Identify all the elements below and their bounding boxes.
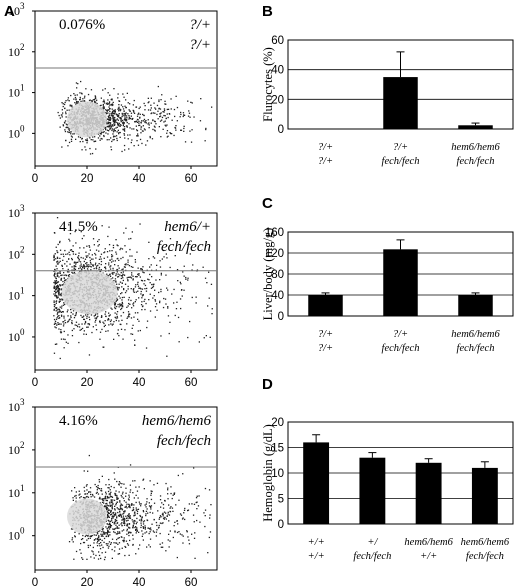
category-label-line1: ?/+ xyxy=(393,142,408,153)
category-label-line2: +/+ xyxy=(308,551,325,562)
y-tick-label: 0 xyxy=(278,124,284,136)
chart-frame xyxy=(287,421,514,525)
category-label-line2: fech/fech xyxy=(382,343,420,354)
category-label-line1: +/+ xyxy=(308,537,325,548)
y-axis-label: Liver/body (mg/g) xyxy=(261,228,275,321)
y-tick-label: 160 xyxy=(265,227,284,239)
flow-y-tick-label: 103 xyxy=(8,1,25,18)
flow-x-tick-label: 60 xyxy=(185,377,198,389)
flow-x-tick-label: 0 xyxy=(32,577,38,587)
flow-frame xyxy=(34,212,218,371)
flow-x-tick-label: 60 xyxy=(185,577,198,587)
bar xyxy=(383,77,418,129)
bar xyxy=(415,462,442,524)
y-tick-label: 0 xyxy=(278,311,284,323)
y-tick-label: 0 xyxy=(278,519,284,531)
y-axis-label: Hemoglobin (g/dL) xyxy=(261,424,275,522)
category-label-line1: ?/+ xyxy=(393,329,408,340)
bar xyxy=(458,295,493,316)
flow-cytometry-plots: 100 101 102 103 0 20 40 60 0.076% ?/+ ?/+ 100 101 102… xyxy=(8,1,218,587)
category-label-line1: hem6/hem6 xyxy=(461,537,510,548)
category-label-line2: ?/+ xyxy=(318,156,333,167)
flow-x-tick-label: 0 xyxy=(32,173,38,185)
flow-percent: 4.16% xyxy=(59,413,98,429)
y-axis-label: Flurocytes (%) xyxy=(261,47,275,122)
flow-plot-2: 100 101 102 103 0 20 40 60 41.5% hem6/+ fech/fech xyxy=(8,203,218,389)
flow-percent: 0.076% xyxy=(59,17,105,33)
category-label-line1: +/ xyxy=(367,537,378,548)
y-tick-label: 20 xyxy=(271,417,284,429)
flow-x-tick-label: 0 xyxy=(32,377,38,389)
category-label-line1: hem6/hem6 xyxy=(451,329,500,340)
flow-x-tick-label: 20 xyxy=(81,577,94,587)
flow-x-tick-label: 40 xyxy=(133,577,146,587)
flow-y-tick-label: 101 xyxy=(8,483,25,500)
flow-genotype-line1: hem6/+ xyxy=(164,219,211,235)
flow-y-tick-label: 100 xyxy=(8,526,25,543)
y-tick-label: 60 xyxy=(271,35,284,47)
flow-genotype-line2: fech/fech xyxy=(157,239,211,255)
category-label-line1: hem6/hem6 xyxy=(404,537,453,548)
flow-genotype-line1: ?/+ xyxy=(189,17,211,33)
flow-y-tick-label: 102 xyxy=(8,440,25,457)
panel-letter-d: D xyxy=(262,376,273,393)
bar xyxy=(308,295,343,316)
category-label-line2: fech/fech xyxy=(457,156,495,167)
bar xyxy=(458,125,493,129)
flow-y-tick-label: 101 xyxy=(8,83,25,100)
panel-letter-b: B xyxy=(262,3,273,20)
y-tick-label: 120 xyxy=(265,248,284,260)
y-tick-label: 10 xyxy=(271,468,284,480)
flow-y-tick-label: 102 xyxy=(8,42,25,59)
flow-genotype-line2: ?/+ xyxy=(189,37,211,53)
category-label-line1: ?/+ xyxy=(318,329,333,340)
category-label-line2: ?/+ xyxy=(318,343,333,354)
category-label-line2: +/+ xyxy=(420,551,437,562)
flow-percent: 41.5% xyxy=(59,219,98,235)
flow-density-core xyxy=(67,498,107,535)
panel-letter-a: A xyxy=(4,3,15,20)
bar xyxy=(303,442,330,524)
flow-y-tick-label: 102 xyxy=(8,244,25,261)
flow-x-tick-label: 40 xyxy=(133,377,146,389)
flow-plot-1: 100 101 102 103 0 20 40 60 0.076% ?/+ ?/+ xyxy=(8,1,218,185)
category-label-line2: fech/fech xyxy=(353,551,391,562)
y-tick-label: 20 xyxy=(271,94,284,106)
flow-x-tick-label: 20 xyxy=(81,173,94,185)
flow-x-tick-label: 60 xyxy=(185,173,198,185)
flow-y-tick-label: 103 xyxy=(8,203,25,220)
flow-y-tick-label: 103 xyxy=(8,397,25,414)
category-label-line1: ?/+ xyxy=(318,142,333,153)
y-tick-label: 40 xyxy=(271,290,284,302)
flow-density-core xyxy=(61,270,118,315)
bar xyxy=(359,457,386,524)
flow-frame xyxy=(34,10,218,167)
flow-x-tick-label: 20 xyxy=(81,377,94,389)
flow-y-tick-label: 101 xyxy=(8,286,25,303)
category-label-line2: fech/fech xyxy=(466,551,504,562)
category-label-line2: fech/fech xyxy=(382,156,420,167)
flow-frame xyxy=(34,406,218,571)
flow-y-tick-label: 100 xyxy=(8,123,25,140)
bar xyxy=(383,249,418,316)
y-tick-label: 15 xyxy=(271,443,284,455)
flow-genotype-line2: fech/fech xyxy=(157,433,211,449)
y-tick-label: 80 xyxy=(271,269,284,281)
category-label-line1: hem6/hem6 xyxy=(451,142,500,153)
flow-x-tick-label: 40 xyxy=(133,173,146,185)
y-tick-label: 40 xyxy=(271,65,284,77)
y-tick-label: 5 xyxy=(278,494,284,506)
bar xyxy=(471,467,498,524)
flow-y-tick-label: 100 xyxy=(8,327,25,344)
panel-letter-c: C xyxy=(262,195,273,212)
category-label-line2: fech/fech xyxy=(457,343,495,354)
flow-density-core xyxy=(67,101,107,138)
flow-genotype-line1: hem6/hem6 xyxy=(142,413,212,429)
flow-plot-3: 100 101 102 103 0 20 40 60 4.16% hem6/hem6 fech/fe… xyxy=(8,397,218,587)
